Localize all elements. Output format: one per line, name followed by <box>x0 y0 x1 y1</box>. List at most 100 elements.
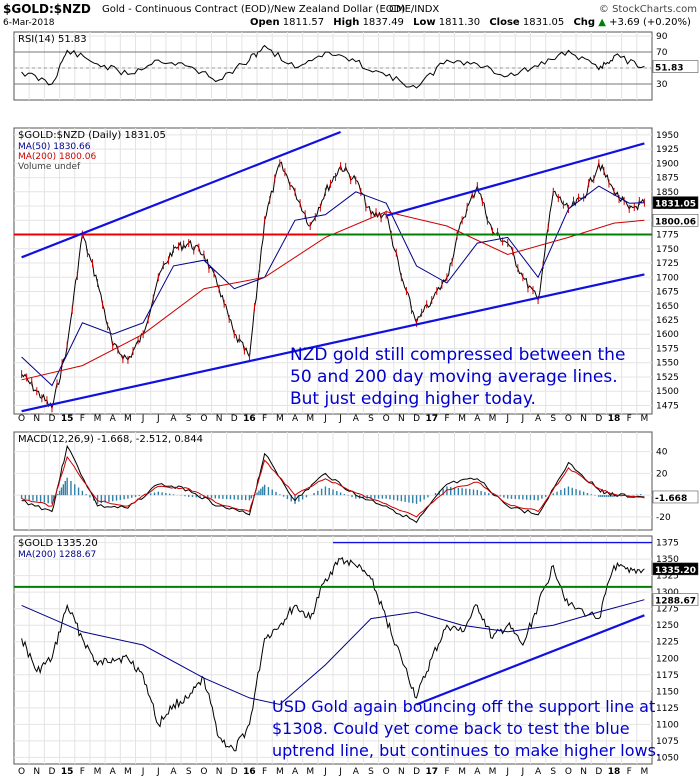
price-ytick-label: 1850 <box>656 188 679 198</box>
price-ytick-label: 1575 <box>656 344 679 354</box>
time-axis-tick-label: M <box>458 767 466 777</box>
price-annotation-line: But just edging higher today. <box>290 389 536 409</box>
time-axis-tick-label: M <box>94 767 102 777</box>
time-axis-tick-label: D <box>49 767 56 777</box>
low-value: 1811.30 <box>439 17 480 28</box>
time-axis-tick-label: J <box>338 414 342 424</box>
time-axis-tick-label: J <box>141 767 145 777</box>
gold-ytick-label: 1050 <box>656 753 679 763</box>
time-axis-tick-label: D <box>413 767 420 777</box>
time-axis-tick-label: F <box>262 767 267 777</box>
time-axis-tick-label: 18 <box>608 414 621 424</box>
time-axis-tick-label: O <box>200 767 207 777</box>
chg-label: Chg <box>573 17 595 28</box>
time-axis-tick-label: M <box>489 767 497 777</box>
rsi-ytick-label: 70 <box>656 48 668 58</box>
time-axis-tick-label: J <box>141 414 145 424</box>
exchange-label: CME/INDX <box>389 4 439 15</box>
ma50-line <box>21 185 645 387</box>
time-axis-tick-label: M <box>306 414 314 424</box>
chart-panels: 90705030RSI(14) 51.8351.8319501925190018… <box>13 31 699 777</box>
time-axis-tick-label: S <box>368 767 374 777</box>
time-axis-tick-label: M <box>458 414 466 424</box>
price-legend-entry: MA(200) 1800.06 <box>18 152 96 162</box>
time-axis-tick-label: M <box>124 414 132 424</box>
time-axis-tick-label: M <box>276 767 284 777</box>
gold-annotation-line: uptrend line, but continues to make high… <box>272 741 661 760</box>
time-axis-tick-label: 17 <box>425 767 438 777</box>
time-axis-tick-label: F <box>627 767 632 777</box>
ohlc-row: Open 1811.57 High 1837.49 Low 1811.30 Cl… <box>250 17 691 28</box>
gold-annotation-line: $1308. Could yet come back to test the b… <box>272 719 630 738</box>
time-axis-tick-label: J <box>338 767 342 777</box>
time-axis-tick-label: F <box>262 414 267 424</box>
time-axis-tick-label: J <box>521 767 525 777</box>
chg-value: +3.69 (+0.20%) <box>609 17 691 28</box>
time-axis-tick-label: O <box>18 767 25 777</box>
price-legend-entry: MA(50) 1830.66 <box>18 142 91 152</box>
time-axis-tick-label: D <box>413 414 420 424</box>
gold-last-tag: 1335.20 <box>655 566 696 576</box>
macd-title: MACD(12,26,9) -1.668, -2.512, 0.844 <box>18 434 203 445</box>
price-ytick-label: 1625 <box>656 316 679 326</box>
time-axis-tick-label: A <box>292 414 299 424</box>
price-title: $GOLD:$NZD (Daily) 1831.05 <box>18 130 166 141</box>
price-ytick-label: 1725 <box>656 259 679 269</box>
time-axis-tick-label: N <box>398 767 405 777</box>
time-axis-tick-label: 16 <box>243 414 256 424</box>
ma200-last-tag-box <box>652 214 699 227</box>
time-axis-tick-label: J <box>323 767 327 777</box>
ma200-last-tag: 1800.06 <box>655 217 696 227</box>
time-axis-tick-label: N <box>398 414 405 424</box>
price-ytick-label: 1600 <box>656 330 679 340</box>
gold-ytick-label: 1375 <box>656 539 679 549</box>
time-axis-tick-label: M <box>641 767 649 777</box>
gold-ma200-tag: 1288.67 <box>655 597 696 607</box>
macd-last-tag-box <box>652 490 699 504</box>
time-axis-tick-label: J <box>156 414 160 424</box>
price-ytick-label: 1650 <box>656 302 679 312</box>
time-axis-tick-label: N <box>33 414 40 424</box>
gold-ytick-label: 1300 <box>656 588 679 598</box>
price-ytick-label: 1700 <box>656 273 679 283</box>
gold-ytick-label: 1200 <box>656 654 679 664</box>
time-axis-tick-label: 15 <box>61 414 74 424</box>
time-axis-tick-label: J <box>521 414 525 424</box>
price-series-line <box>21 161 645 411</box>
time-axis-tick-label: M <box>489 414 497 424</box>
time-axis-tick-label: N <box>216 767 223 777</box>
price-ytick-label: 1525 <box>656 373 679 383</box>
gold-ytick-label: 1250 <box>656 621 679 631</box>
time-axis-tick-label: A <box>110 414 117 424</box>
macd-line <box>21 444 645 524</box>
time-axis-tick-label: A <box>535 414 542 424</box>
time-axis-tick-label: A <box>535 767 542 777</box>
time-axis-tick-label: N <box>216 414 223 424</box>
price-ytick-label: 1750 <box>656 245 679 255</box>
date-label: 6-Mar-2018 <box>3 18 55 28</box>
blue-trendline <box>385 142 645 217</box>
time-axis-tick-label: F <box>444 767 449 777</box>
blue-trendline <box>21 130 341 259</box>
gold-title: $GOLD 1335.20 <box>18 538 98 549</box>
time-axis-tick-label: J <box>323 414 327 424</box>
macd-last-tag: -1.668 <box>655 494 687 504</box>
gold-ma200-line <box>21 599 645 706</box>
time-axis-tick-label: A <box>353 414 360 424</box>
symbol-title: $GOLD:$NZD <box>3 2 91 16</box>
gold-ytick-label: 1175 <box>656 671 679 681</box>
price-ytick-label: 1950 <box>656 131 679 141</box>
time-axis-tick-label: O <box>18 414 25 424</box>
price-ytick-label: 1900 <box>656 159 679 169</box>
gold-last-tag-box <box>652 562 699 576</box>
symbol-description: Gold - Continuous Contract (EOD)/New Zea… <box>102 4 405 15</box>
gold-ytick-label: 1075 <box>656 737 679 747</box>
time-axis-tick-label: J <box>156 767 160 777</box>
time-axis-tick-label: A <box>474 414 481 424</box>
gold-price-line <box>21 556 645 752</box>
time-axis-tick-label: D <box>595 414 602 424</box>
time-axis-tick-label: 17 <box>425 414 438 424</box>
price-ytick-label: 1550 <box>656 359 679 369</box>
price-ytick-label: 1775 <box>656 231 679 241</box>
